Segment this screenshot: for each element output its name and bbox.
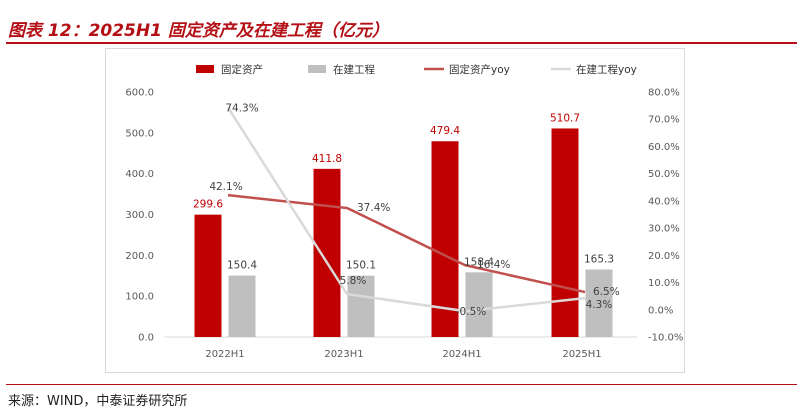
y-right-tick-label: 10.0%: [648, 278, 680, 289]
bar: [347, 275, 375, 337]
title-rule: [6, 42, 797, 44]
series-line: [226, 106, 586, 313]
x-tick-label: 2024H1: [442, 349, 481, 360]
y-right-tick-label: 0.0%: [648, 305, 673, 316]
y-right-tick-label: 60.0%: [648, 142, 680, 153]
bar-data-label: 479.4: [430, 125, 460, 137]
source-rule: [6, 384, 797, 385]
line-data-label: 4.3%: [586, 299, 613, 311]
bar-data-label: 150.4: [227, 260, 257, 272]
y-right-tick-label: -10.0%: [648, 333, 683, 344]
legend-label: 在建工程yoy: [576, 63, 637, 76]
source-note: 来源：WIND，中泰证券研究所: [8, 394, 188, 409]
figure-title: 图表 12：2025H1 固定资产及在建工程（亿元）: [8, 21, 389, 41]
bar: [431, 141, 459, 337]
bar: [465, 272, 493, 337]
x-tick-label: 2025H1: [562, 349, 601, 360]
bar: [194, 214, 222, 337]
line-data-label: 5.8%: [340, 275, 367, 287]
bar: [313, 168, 341, 337]
legend-label: 固定资产: [221, 63, 263, 76]
y-right-tick-label: 20.0%: [648, 251, 680, 262]
bar-data-label: 299.6: [193, 199, 223, 211]
bar: [228, 275, 256, 337]
y-left-tick-label: 100.0: [125, 292, 154, 303]
line-data-label: 74.3%: [225, 103, 258, 115]
legend-swatch: [196, 65, 214, 73]
y-right-tick-label: 70.0%: [648, 115, 680, 126]
bar-data-label: 411.8: [312, 153, 342, 165]
bar: [585, 269, 613, 337]
bar-data-label: 150.1: [346, 260, 376, 272]
line-data-label: 6.5%: [593, 286, 620, 298]
x-tick-label: 2023H1: [324, 349, 363, 360]
y-left-tick-label: 200.0: [125, 251, 154, 262]
legend-label: 固定资产yoy: [449, 63, 510, 76]
legend-swatch: [308, 65, 326, 73]
y-left-tick-label: 300.0: [125, 210, 154, 221]
y-left-tick-label: 0.0: [138, 333, 154, 344]
y-left-tick-label: 400.0: [125, 169, 154, 180]
bar-data-label: 510.7: [550, 112, 580, 124]
line-data-label: 37.4%: [357, 202, 390, 214]
legend-label: 在建工程: [333, 63, 375, 76]
bar-data-label: 165.3: [584, 254, 614, 266]
y-right-tick-label: 50.0%: [648, 169, 680, 180]
bar: [551, 128, 579, 337]
line-data-label: 16.4%: [477, 259, 510, 271]
y-right-tick-label: 30.0%: [648, 224, 680, 235]
series-line: [227, 193, 586, 294]
y-right-tick-label: 80.0%: [648, 88, 680, 99]
x-tick-label: 2022H1: [205, 349, 244, 360]
line-data-label: -0.5%: [456, 306, 486, 318]
y-left-tick-label: 500.0: [125, 128, 154, 139]
line-data-label: 42.1%: [209, 181, 242, 193]
y-right-tick-label: 40.0%: [648, 196, 680, 207]
y-left-tick-label: 600.0: [125, 88, 154, 99]
bar-data-label: 158.4: [464, 256, 494, 268]
